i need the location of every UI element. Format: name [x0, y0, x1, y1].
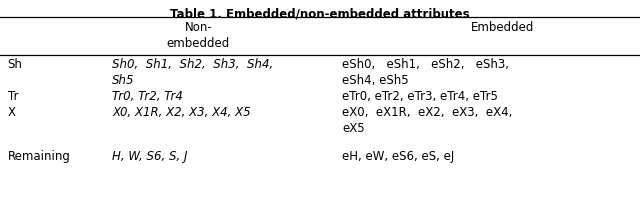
Text: Non-: Non-	[184, 21, 212, 34]
Text: eX0,  eX1R,  eX2,  eX3,  eX4,: eX0, eX1R, eX2, eX3, eX4,	[342, 106, 513, 119]
Text: Sh0,  Sh1,  Sh2,  Sh3,  Sh4,: Sh0, Sh1, Sh2, Sh3, Sh4,	[112, 58, 273, 71]
Text: Embedded: Embedded	[470, 21, 534, 34]
Text: eTr0, eTr2, eTr3, eTr4, eTr5: eTr0, eTr2, eTr3, eTr4, eTr5	[342, 90, 499, 103]
Text: embedded: embedded	[167, 37, 230, 50]
Text: Sh5: Sh5	[112, 74, 134, 87]
Text: Table 1. Embedded/non-embedded attributes: Table 1. Embedded/non-embedded attribute…	[170, 7, 470, 20]
Text: Sh: Sh	[8, 58, 22, 71]
Text: X: X	[8, 106, 15, 119]
Text: Tr0, Tr2, Tr4: Tr0, Tr2, Tr4	[112, 90, 183, 103]
Text: Remaining: Remaining	[8, 150, 70, 163]
Text: H, W, S6, S, J: H, W, S6, S, J	[112, 150, 188, 163]
Text: eSh0,   eSh1,   eSh2,   eSh3,: eSh0, eSh1, eSh2, eSh3,	[342, 58, 509, 71]
Text: eH, eW, eS6, eS, eJ: eH, eW, eS6, eS, eJ	[342, 150, 454, 163]
Text: eSh4, eSh5: eSh4, eSh5	[342, 74, 409, 87]
Text: eX5: eX5	[342, 122, 365, 135]
Text: Tr: Tr	[8, 90, 18, 103]
Text: X0, X1R, X2, X3, X4, X5: X0, X1R, X2, X3, X4, X5	[112, 106, 251, 119]
